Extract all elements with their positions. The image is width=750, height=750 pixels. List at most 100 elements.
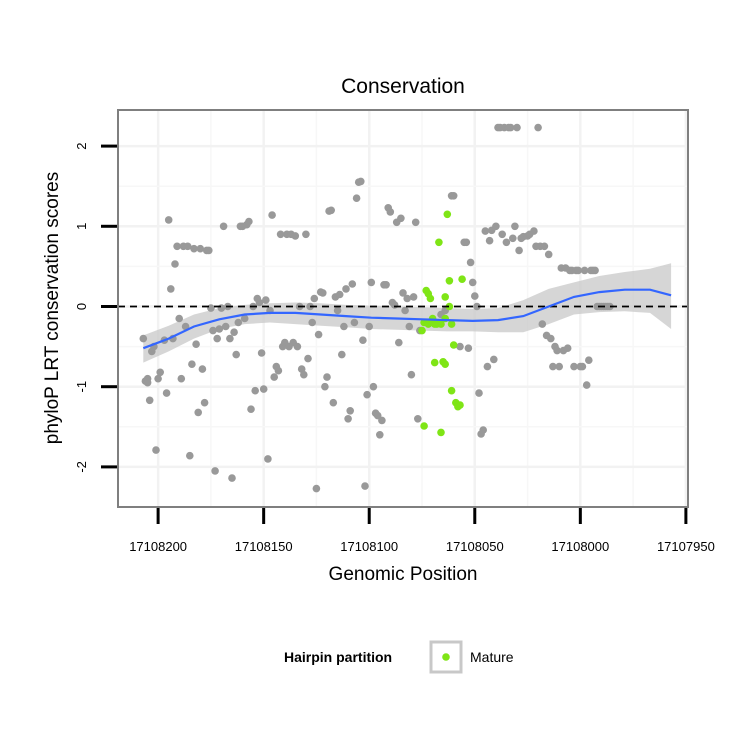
point [544, 250, 553, 259]
point [171, 260, 179, 268]
point [369, 382, 378, 391]
point [302, 230, 310, 239]
y-tick-label: 0 [74, 303, 89, 310]
point [259, 385, 268, 393]
point [329, 398, 338, 407]
point [502, 238, 511, 247]
point [217, 304, 226, 312]
point [357, 177, 365, 186]
point [154, 374, 162, 383]
y-tick-label: -2 [74, 461, 89, 473]
x-tick-label: 17108050 [446, 539, 504, 554]
x-axis: 17108200 17108150 17108100 17108050 17108000… [129, 508, 715, 554]
point [196, 244, 205, 253]
point [585, 356, 593, 365]
mature-point [430, 358, 439, 367]
smooth-line [142, 288, 672, 350]
point [219, 222, 228, 231]
point [211, 467, 219, 475]
point [139, 334, 148, 343]
point [190, 244, 198, 253]
point [228, 474, 236, 482]
point [540, 242, 549, 251]
point [333, 306, 342, 315]
point [534, 123, 542, 132]
mature-point [418, 326, 426, 335]
point [414, 415, 422, 423]
point [183, 242, 192, 251]
point [403, 294, 412, 303]
point [230, 328, 238, 337]
point [293, 342, 302, 351]
points [139, 123, 614, 493]
point [186, 451, 194, 460]
point [215, 325, 224, 333]
point [156, 368, 164, 377]
point [471, 292, 479, 300]
y-axis-title: phyloP LRT conservation scores [42, 172, 63, 445]
point [213, 334, 221, 343]
point [264, 455, 272, 463]
point [338, 350, 346, 359]
mature-point [445, 277, 454, 285]
point [327, 206, 336, 215]
point [553, 346, 561, 355]
mature-point [420, 422, 428, 430]
mature-point [445, 302, 454, 311]
mature-point [441, 293, 450, 301]
grid [118, 110, 688, 507]
mature-point [447, 386, 456, 395]
point [511, 222, 519, 231]
point [580, 266, 589, 275]
point [198, 365, 207, 373]
point [276, 230, 285, 239]
point [340, 322, 348, 331]
point [262, 296, 270, 304]
point [475, 389, 483, 397]
point [257, 349, 266, 357]
point [162, 389, 171, 397]
point [485, 236, 494, 245]
mature-point [441, 360, 450, 369]
point [382, 281, 390, 289]
x-tick-label: 17108100 [340, 539, 398, 554]
point [456, 342, 464, 351]
mature-point [437, 320, 445, 328]
mature-point [447, 320, 456, 328]
point [399, 289, 407, 297]
point [308, 318, 317, 327]
point [405, 322, 414, 331]
mature-point [430, 320, 439, 328]
point [466, 258, 475, 267]
x-tick-label: 17108200 [129, 539, 187, 554]
point [582, 381, 591, 389]
point [143, 374, 152, 383]
point [164, 216, 173, 224]
legend-title: Hairpin partition [284, 649, 392, 665]
point [386, 208, 395, 216]
point [530, 227, 538, 235]
point [205, 246, 213, 255]
legend-key-mature-point [442, 653, 450, 661]
x-tick-label: 17108150 [235, 539, 293, 554]
point [570, 362, 578, 371]
point [538, 320, 547, 328]
point [395, 338, 403, 347]
point [234, 318, 243, 327]
point [547, 334, 555, 343]
point [310, 294, 319, 303]
point [468, 278, 477, 287]
point [188, 360, 196, 369]
point [401, 306, 409, 315]
point [200, 398, 209, 407]
mature-point [426, 294, 435, 303]
point [490, 355, 498, 364]
point [314, 330, 323, 339]
y-tick-label: 1 [74, 223, 89, 230]
point [173, 242, 181, 251]
point [175, 314, 183, 323]
point [513, 123, 521, 132]
point [304, 354, 312, 363]
y-tick-label: 2 [74, 142, 89, 149]
